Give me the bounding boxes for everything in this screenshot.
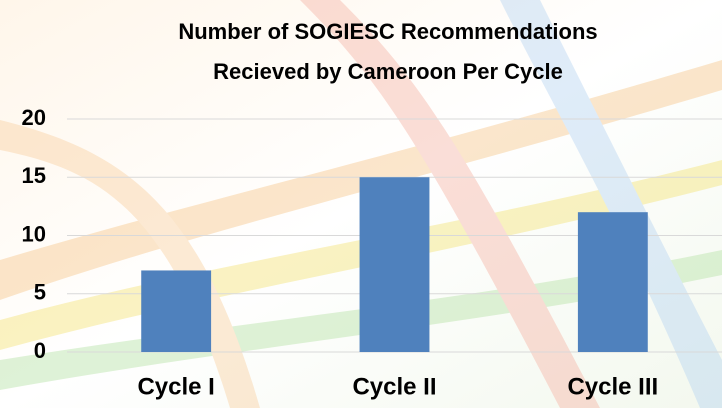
y-tick-label: 15 bbox=[22, 163, 46, 188]
bar bbox=[359, 177, 430, 352]
x-tick-label: Cycle III bbox=[567, 373, 658, 400]
x-tick-label: Cycle I bbox=[137, 373, 214, 400]
bar bbox=[141, 270, 212, 352]
y-tick-label: 0 bbox=[34, 338, 46, 363]
chart-title: Recieved by Cameroon Per Cycle bbox=[213, 59, 563, 84]
y-tick-label: 10 bbox=[22, 221, 46, 246]
x-tick-label: Cycle II bbox=[352, 373, 436, 400]
bar bbox=[577, 212, 648, 352]
y-tick-label: 5 bbox=[34, 280, 46, 305]
y-tick-label: 20 bbox=[22, 105, 46, 130]
chart-title: Number of SOGIESC Recommendations bbox=[178, 19, 597, 44]
